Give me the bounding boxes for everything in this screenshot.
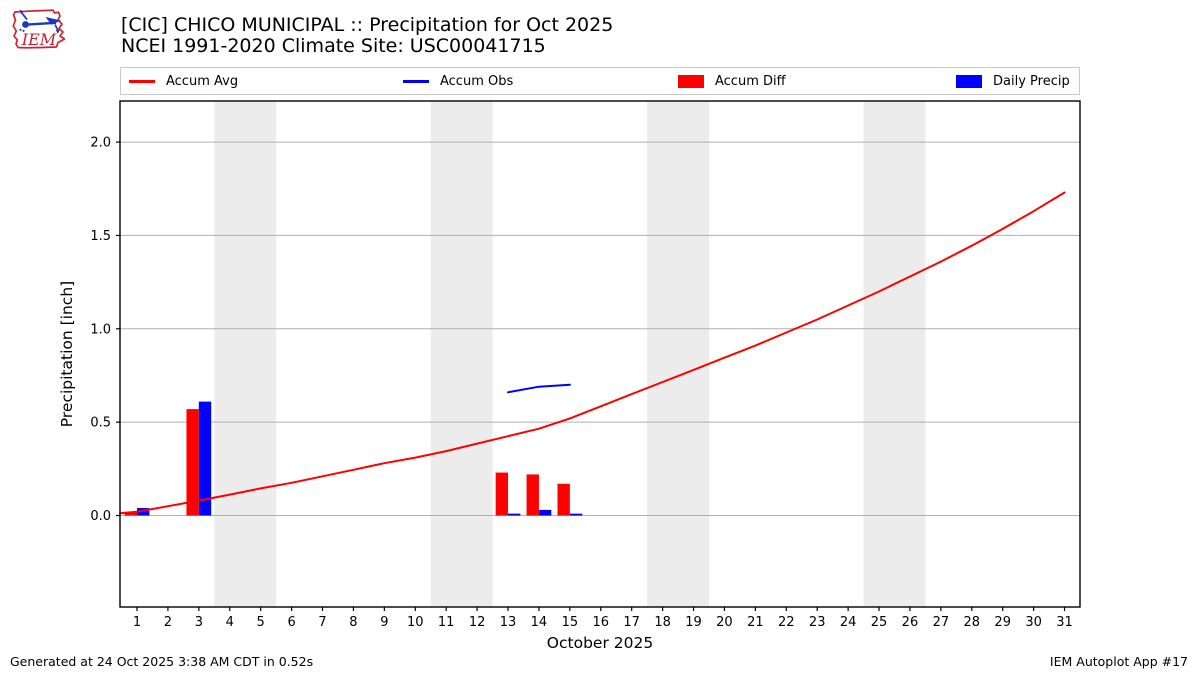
y-tick-label: 2.0: [90, 136, 111, 151]
legend-entry-accum-diff: Accum Diff: [678, 68, 786, 94]
x-tick-label: 9: [380, 615, 388, 630]
accum-diff-swatch: [678, 74, 704, 88]
y-tick-label: 1.5: [90, 229, 111, 244]
iowa-logo-graphic: IEM: [12, 9, 66, 49]
accum-diff-bar: [186, 409, 199, 516]
footer-generated-text: Generated at 24 Oct 2025 3:38 AM CDT in …: [10, 654, 314, 669]
x-tick-label: 19: [685, 615, 702, 630]
footer-app-text: IEM Autoplot App #17: [1049, 654, 1188, 669]
x-tick-label: 4: [226, 615, 234, 630]
x-tick-label: 2: [164, 615, 172, 630]
legend-label: Accum Diff: [715, 73, 786, 89]
legend-entry-accum-avg: Accum Avg: [129, 68, 238, 94]
legend: Accum Avg Accum Obs Accum Diff Daily Pre…: [120, 67, 1080, 95]
x-tick-label: 26: [902, 615, 919, 630]
y-axis: 0.0 0.5 1.0 1.5 2.0: [90, 136, 120, 524]
x-axis: 1 2 3 4 5 6 7 8 9 10 11 12 13 14 15 16 17 18 19 20 21 22 23 24 2…: [133, 607, 1073, 630]
weather-vane-icon: [19, 9, 61, 34]
weekend-band: [430, 101, 493, 607]
accum-avg-swatch: [129, 79, 155, 83]
x-tick-label: 10: [407, 615, 424, 630]
x-tick-label: 31: [1056, 615, 1073, 630]
weekend-band: [647, 101, 709, 607]
weekend-bands: [214, 101, 926, 607]
x-tick-label: 14: [531, 615, 548, 630]
daily-precip-bar: [508, 513, 521, 516]
x-tick-label: 17: [623, 615, 640, 630]
x-tick-label: 13: [500, 615, 517, 630]
x-tick-label: 3: [195, 615, 203, 630]
accum-avg-line: [119, 191, 1066, 515]
legend-entry-accum-obs: Accum Obs: [403, 68, 513, 94]
daily-precip-swatch: [956, 74, 982, 88]
x-tick-label: 27: [933, 615, 950, 630]
y-tick-label: 0.5: [90, 416, 111, 431]
daily-precip-bar: [137, 508, 150, 516]
x-tick-label: 7: [318, 615, 326, 630]
x-tick-label: 15: [562, 615, 579, 630]
accum-obs-line: [507, 383, 571, 394]
legend-label: Accum Obs: [440, 73, 514, 89]
x-tick-label: 12: [469, 615, 486, 630]
plot-border: [119, 100, 1081, 608]
x-tick-label: 21: [747, 615, 764, 630]
daily-precip-bar: [198, 401, 212, 516]
chart-title: [CIC] CHICO MUNICIPAL :: Precipitation f…: [121, 14, 614, 36]
x-tick-label: 1: [133, 615, 141, 630]
bars: [124, 401, 583, 516]
x-tick-label: 8: [349, 615, 357, 630]
x-axis-label: October 2025: [547, 634, 653, 652]
legend-entry-daily-precip: Daily Precip: [956, 68, 1070, 94]
accum-diff-bar: [526, 474, 539, 516]
daily-precip-bar: [538, 509, 552, 516]
x-tick-label: 28: [964, 615, 981, 630]
y-tick-label: 0.0: [90, 509, 111, 524]
x-tick-label: 16: [592, 615, 609, 630]
gridlines: [120, 141, 1080, 517]
x-tick-label: 23: [809, 615, 826, 630]
legend-label: Accum Avg: [166, 73, 239, 89]
x-tick-label: 24: [840, 615, 857, 630]
x-tick-label: 6: [287, 615, 295, 630]
y-axis-label: Precipitation [inch]: [58, 281, 76, 427]
iem-logo: IEM: [8, 4, 74, 58]
title-block: [CIC] CHICO MUNICIPAL :: Precipitation f…: [121, 15, 613, 57]
y-tick-label: 1.0: [90, 322, 111, 337]
accum-obs-swatch: [403, 79, 429, 83]
weekend-band: [863, 101, 926, 607]
x-tick-label: 30: [1025, 615, 1042, 630]
x-tick-label: 22: [778, 615, 795, 630]
x-tick-label: 18: [654, 615, 671, 630]
accum-diff-bar: [557, 483, 570, 516]
accum-diff-bar: [124, 511, 138, 516]
x-tick-label: 5: [257, 615, 265, 630]
legend-label: Daily Precip: [993, 73, 1070, 89]
accum-diff-bar: [495, 472, 509, 516]
weekend-band: [214, 101, 277, 607]
chart-subtitle: NCEI 1991-2020 Climate Site: USC00041715: [121, 35, 546, 57]
daily-precip-bar: [569, 513, 583, 516]
logo-iem-text: IEM: [21, 30, 57, 49]
x-tick-label: 25: [871, 615, 888, 630]
series-lines: [119, 191, 1066, 515]
x-tick-label: 11: [438, 615, 455, 630]
x-tick-label: 29: [994, 615, 1011, 630]
x-tick-label: 20: [716, 615, 733, 630]
